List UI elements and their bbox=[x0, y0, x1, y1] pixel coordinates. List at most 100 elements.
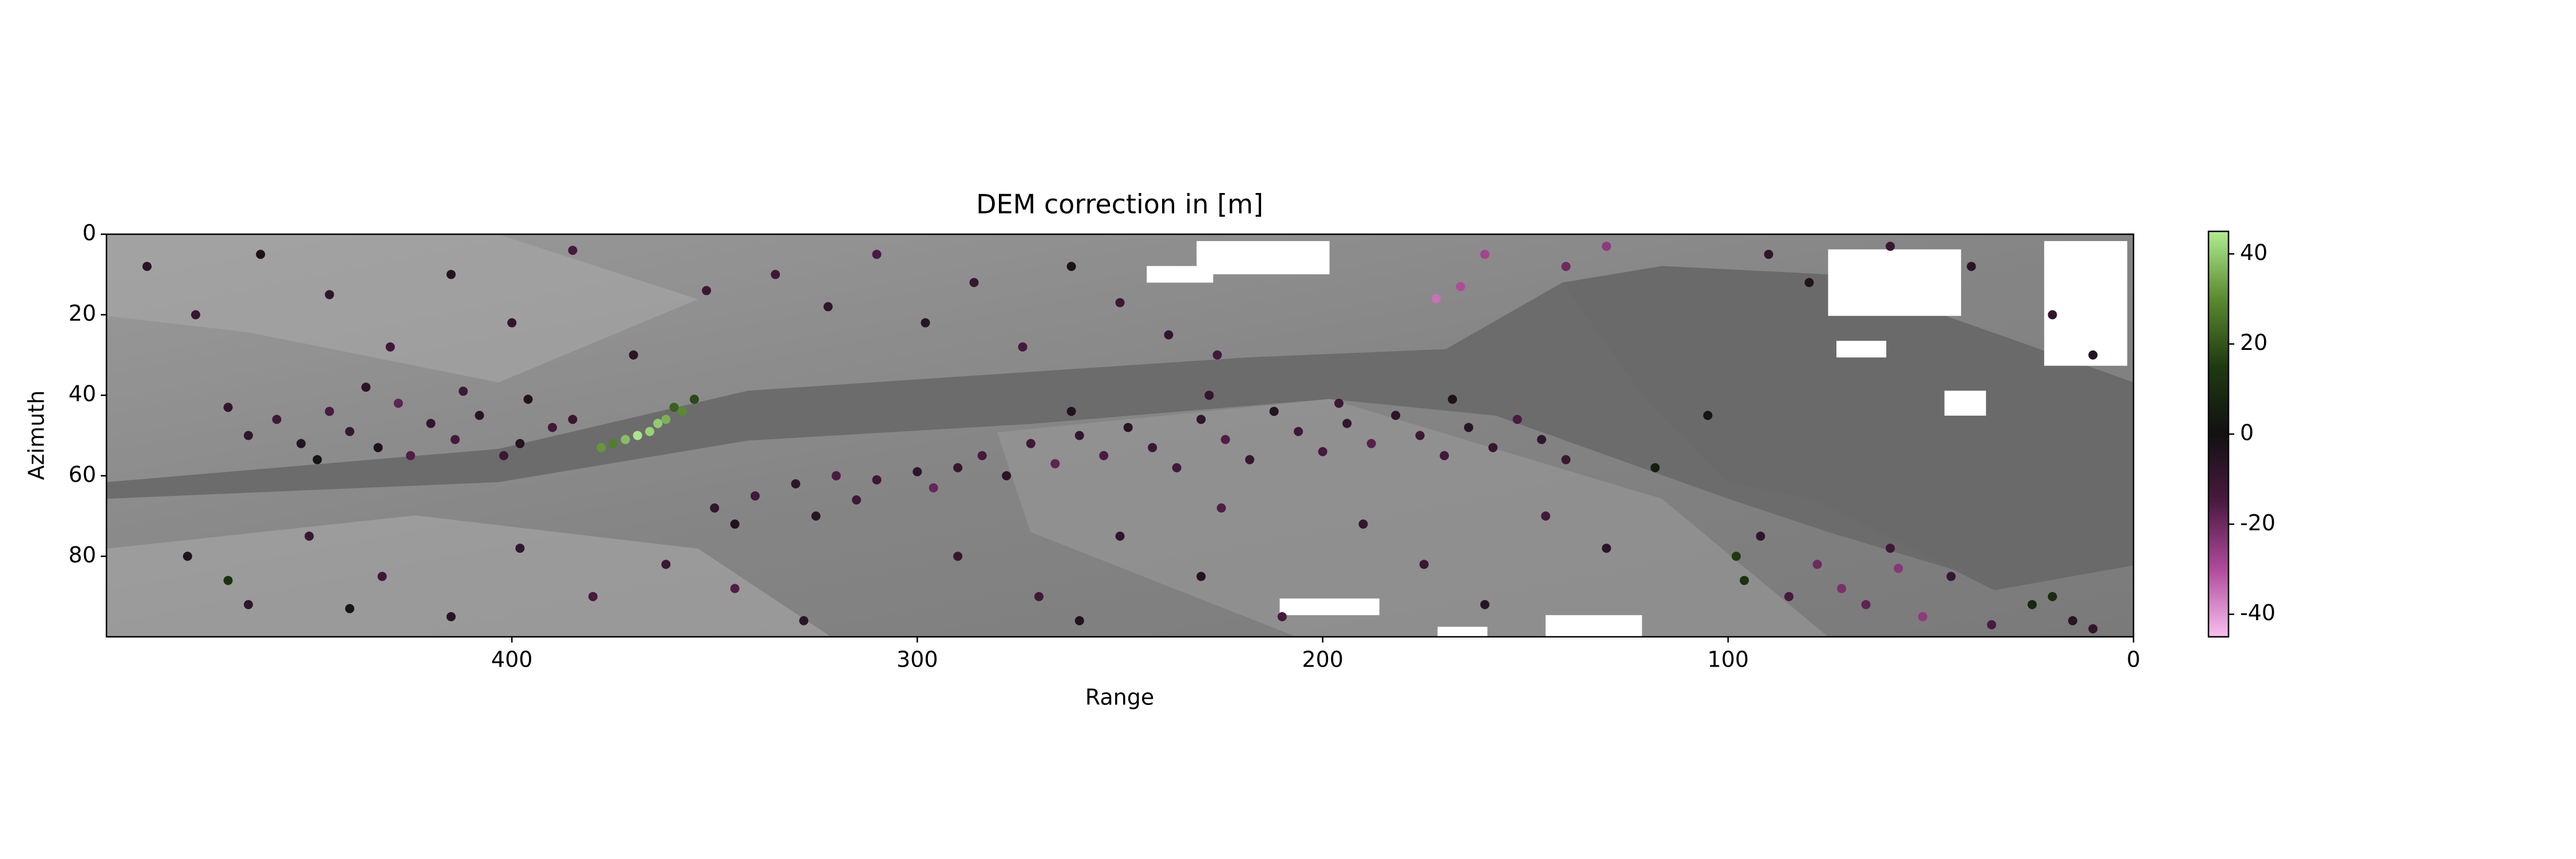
point bbox=[256, 250, 266, 259]
point bbox=[1456, 282, 1465, 291]
point bbox=[791, 479, 800, 488]
point bbox=[361, 383, 371, 392]
point bbox=[1740, 576, 1749, 585]
colorbar-tick-label: 20 bbox=[2240, 330, 2267, 355]
point bbox=[223, 576, 233, 585]
point bbox=[2088, 624, 2098, 633]
point bbox=[661, 415, 671, 424]
chart-title: DEM correction in [m] bbox=[976, 189, 1263, 220]
point bbox=[588, 592, 598, 601]
point bbox=[1164, 330, 1174, 340]
point bbox=[645, 427, 654, 436]
point bbox=[977, 451, 987, 460]
axes-frame bbox=[105, 233, 2135, 638]
point bbox=[223, 403, 233, 412]
colorbar-tick-label: 0 bbox=[2240, 420, 2254, 446]
point bbox=[1602, 242, 1611, 251]
colorbar-tick-label: 40 bbox=[2240, 240, 2267, 265]
point bbox=[272, 415, 282, 424]
point bbox=[1099, 451, 1109, 460]
point bbox=[1123, 423, 1133, 432]
point bbox=[953, 551, 963, 561]
point bbox=[1448, 395, 1457, 404]
point bbox=[799, 616, 809, 625]
background-image bbox=[106, 234, 2134, 637]
point bbox=[1066, 407, 1076, 416]
point bbox=[953, 463, 963, 472]
point bbox=[507, 318, 517, 328]
point bbox=[621, 435, 630, 444]
point bbox=[929, 483, 938, 492]
point bbox=[677, 407, 687, 416]
point bbox=[568, 415, 578, 424]
point bbox=[1018, 342, 1028, 352]
point bbox=[325, 290, 334, 300]
point bbox=[515, 543, 525, 553]
points bbox=[142, 242, 2098, 633]
point bbox=[1541, 511, 1551, 521]
point bbox=[633, 431, 642, 440]
point bbox=[1561, 455, 1571, 464]
point bbox=[523, 395, 533, 404]
y-axis-label: Azimuth bbox=[24, 391, 49, 480]
point bbox=[710, 503, 720, 513]
point bbox=[811, 511, 821, 521]
point bbox=[1861, 600, 1871, 609]
point bbox=[1886, 242, 1895, 251]
point bbox=[345, 604, 354, 613]
y-tick-label: 80 bbox=[69, 542, 96, 568]
point bbox=[1415, 431, 1425, 440]
point bbox=[191, 310, 200, 320]
point bbox=[459, 387, 468, 396]
point bbox=[426, 419, 436, 428]
point bbox=[1294, 427, 1303, 436]
point bbox=[969, 278, 979, 287]
x-tick-label: 400 bbox=[491, 647, 533, 672]
y-tick-label: 20 bbox=[69, 301, 96, 326]
point bbox=[2068, 616, 2077, 625]
point bbox=[1391, 411, 1401, 420]
point bbox=[243, 600, 253, 609]
point bbox=[1245, 455, 1255, 464]
point bbox=[823, 302, 833, 312]
point bbox=[345, 427, 354, 436]
point bbox=[730, 519, 740, 529]
point bbox=[702, 286, 712, 295]
point bbox=[2048, 310, 2057, 320]
point bbox=[1318, 447, 1327, 456]
point bbox=[1440, 451, 1449, 460]
point bbox=[1894, 564, 1903, 573]
point bbox=[499, 451, 509, 460]
point bbox=[385, 342, 395, 352]
point bbox=[1050, 459, 1060, 468]
point bbox=[1703, 411, 1713, 420]
point bbox=[831, 471, 841, 480]
point bbox=[1196, 415, 1206, 424]
point bbox=[750, 491, 760, 501]
colorbar-tick-label: -40 bbox=[2240, 600, 2275, 625]
point bbox=[406, 451, 416, 460]
point bbox=[313, 455, 322, 464]
colorbar-tick-label: -20 bbox=[2240, 510, 2275, 535]
point bbox=[305, 531, 314, 541]
point bbox=[1464, 423, 1473, 432]
x-tick-label: 200 bbox=[1302, 647, 1344, 672]
point bbox=[2048, 592, 2057, 601]
point bbox=[548, 423, 558, 432]
point bbox=[475, 411, 484, 420]
point bbox=[1756, 531, 1765, 541]
point bbox=[2088, 350, 2098, 360]
point bbox=[1886, 543, 1895, 553]
point bbox=[1204, 391, 1214, 400]
point bbox=[1334, 399, 1344, 408]
point bbox=[1212, 350, 1222, 360]
point bbox=[629, 350, 638, 360]
point bbox=[872, 475, 882, 484]
point bbox=[296, 439, 306, 448]
point bbox=[142, 262, 152, 271]
point bbox=[912, 467, 922, 476]
point bbox=[446, 270, 456, 279]
point bbox=[1480, 250, 1490, 259]
point bbox=[1431, 294, 1441, 304]
